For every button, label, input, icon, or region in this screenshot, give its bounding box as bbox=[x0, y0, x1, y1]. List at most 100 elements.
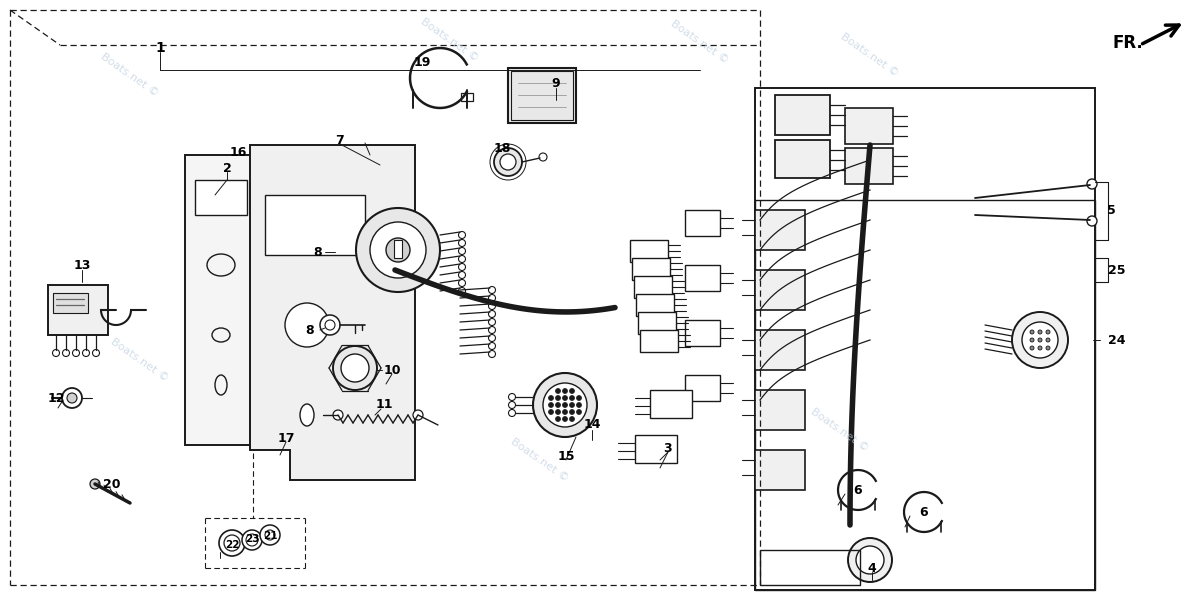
Text: 2: 2 bbox=[223, 161, 232, 175]
Bar bbox=[640, 330, 678, 352]
Circle shape bbox=[458, 287, 466, 294]
Circle shape bbox=[341, 354, 370, 382]
Circle shape bbox=[563, 395, 568, 400]
Circle shape bbox=[458, 232, 466, 238]
Circle shape bbox=[548, 409, 553, 414]
Bar bbox=[636, 294, 674, 316]
Ellipse shape bbox=[208, 254, 235, 276]
Circle shape bbox=[488, 351, 496, 357]
Circle shape bbox=[458, 240, 466, 246]
Circle shape bbox=[334, 410, 343, 420]
Circle shape bbox=[509, 402, 516, 408]
Circle shape bbox=[548, 395, 553, 400]
Circle shape bbox=[67, 393, 77, 403]
Bar bbox=[265, 195, 365, 255]
Circle shape bbox=[1038, 338, 1042, 342]
Bar bbox=[53, 293, 88, 313]
Bar bbox=[775, 140, 830, 178]
Text: 16: 16 bbox=[229, 145, 247, 159]
Text: 1: 1 bbox=[155, 41, 164, 55]
Circle shape bbox=[62, 349, 70, 357]
Text: 11: 11 bbox=[376, 398, 392, 411]
Bar bbox=[755, 450, 805, 490]
Text: Boats.net ©: Boats.net © bbox=[670, 18, 731, 66]
Circle shape bbox=[488, 327, 496, 333]
Circle shape bbox=[1030, 338, 1034, 342]
Circle shape bbox=[556, 416, 560, 422]
Circle shape bbox=[548, 403, 553, 408]
Circle shape bbox=[488, 286, 496, 294]
Text: 25: 25 bbox=[1108, 264, 1126, 276]
Bar bbox=[685, 375, 720, 401]
Circle shape bbox=[458, 280, 466, 286]
Circle shape bbox=[488, 311, 496, 318]
Circle shape bbox=[556, 409, 560, 414]
Text: 24: 24 bbox=[1108, 333, 1126, 346]
Text: 21: 21 bbox=[263, 531, 277, 541]
Bar bbox=[638, 312, 676, 334]
Text: 6: 6 bbox=[853, 484, 863, 497]
Text: 20: 20 bbox=[103, 478, 121, 490]
Text: 13: 13 bbox=[73, 259, 91, 272]
Text: Boats.net ©: Boats.net © bbox=[100, 51, 161, 99]
Circle shape bbox=[1046, 338, 1050, 342]
Bar bbox=[755, 330, 805, 370]
Ellipse shape bbox=[212, 328, 230, 342]
Circle shape bbox=[509, 409, 516, 416]
Text: 19: 19 bbox=[413, 56, 431, 69]
Circle shape bbox=[848, 538, 892, 582]
Text: 4: 4 bbox=[868, 562, 876, 574]
Text: 8: 8 bbox=[313, 245, 323, 259]
Circle shape bbox=[539, 153, 547, 161]
Text: 14: 14 bbox=[583, 419, 601, 432]
Circle shape bbox=[488, 335, 496, 341]
Text: 12: 12 bbox=[48, 392, 65, 405]
Circle shape bbox=[563, 403, 568, 408]
Circle shape bbox=[458, 272, 466, 278]
Bar bbox=[48, 285, 108, 335]
Circle shape bbox=[92, 349, 100, 357]
Circle shape bbox=[1046, 346, 1050, 350]
Circle shape bbox=[576, 395, 582, 400]
Bar bbox=[634, 276, 672, 298]
Polygon shape bbox=[185, 155, 257, 445]
Text: 7: 7 bbox=[336, 134, 344, 147]
Text: 22: 22 bbox=[224, 540, 239, 550]
Circle shape bbox=[488, 302, 496, 310]
Circle shape bbox=[1046, 330, 1050, 334]
Text: Boats.net ©: Boats.net © bbox=[839, 31, 901, 78]
Circle shape bbox=[1030, 330, 1034, 334]
Circle shape bbox=[542, 383, 587, 427]
Circle shape bbox=[563, 416, 568, 422]
Circle shape bbox=[570, 395, 575, 400]
Text: Boats.net ©: Boats.net © bbox=[419, 17, 481, 64]
Circle shape bbox=[458, 248, 466, 254]
Circle shape bbox=[90, 479, 100, 489]
Bar bbox=[511, 71, 572, 120]
Bar bbox=[755, 88, 1094, 590]
Circle shape bbox=[500, 154, 516, 170]
Text: Boats.net ©: Boats.net © bbox=[509, 436, 571, 484]
Circle shape bbox=[570, 409, 575, 414]
Bar bbox=[845, 148, 893, 184]
Circle shape bbox=[72, 349, 79, 357]
Circle shape bbox=[1087, 216, 1097, 226]
Bar bbox=[508, 68, 576, 123]
Ellipse shape bbox=[300, 404, 314, 426]
Circle shape bbox=[53, 349, 60, 357]
Bar bbox=[685, 210, 720, 236]
Text: 6: 6 bbox=[919, 506, 929, 519]
Circle shape bbox=[494, 148, 522, 176]
Bar bbox=[755, 200, 1094, 590]
Bar bbox=[394, 240, 402, 258]
Circle shape bbox=[570, 416, 575, 422]
Text: 3: 3 bbox=[664, 441, 672, 454]
Bar bbox=[775, 95, 830, 135]
Circle shape bbox=[556, 403, 560, 408]
Circle shape bbox=[556, 395, 560, 400]
Text: Boats.net ©: Boats.net © bbox=[109, 337, 170, 384]
Circle shape bbox=[563, 409, 568, 414]
Ellipse shape bbox=[215, 375, 227, 395]
Circle shape bbox=[320, 315, 340, 335]
Bar bbox=[685, 320, 720, 346]
